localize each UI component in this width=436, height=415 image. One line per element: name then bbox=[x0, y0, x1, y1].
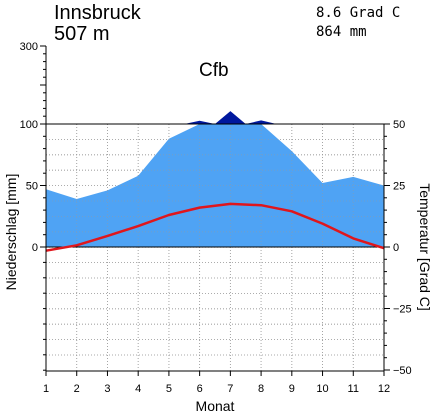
x-tick-label: 6 bbox=[197, 383, 203, 395]
x-tick-label: 8 bbox=[258, 383, 264, 395]
right-axis-title: Temperatur [Grad C] bbox=[417, 183, 433, 311]
left-axis-title: Niederschlag [mm] bbox=[3, 174, 19, 291]
x-tick-label: 11 bbox=[348, 383, 359, 395]
station-elevation: 507 m bbox=[54, 23, 110, 45]
x-tick-label: 3 bbox=[104, 383, 110, 395]
x-tick-label: 10 bbox=[316, 383, 328, 395]
right-tick-label: 0 bbox=[393, 242, 399, 254]
mean-temperature: 8.6 Grad C bbox=[316, 5, 400, 21]
x-tick-label: 12 bbox=[378, 383, 390, 395]
x-tick-label: 2 bbox=[74, 383, 80, 395]
x-tick-label: 9 bbox=[289, 383, 295, 395]
axes bbox=[40, 45, 390, 376]
left-tick-label: 300 bbox=[20, 41, 38, 53]
x-tick-label: 4 bbox=[135, 383, 141, 395]
precipitation-excess-area bbox=[184, 111, 277, 124]
station-name: Innsbruck bbox=[54, 2, 142, 24]
x-axis-title: Monat bbox=[196, 398, 235, 414]
left-tick-label: 50 bbox=[26, 181, 38, 193]
right-tick-label: −25 bbox=[393, 304, 412, 316]
right-tick-label: 25 bbox=[393, 181, 405, 193]
right-tick-label: 50 bbox=[393, 119, 405, 131]
annual-precipitation: 864 mm bbox=[316, 24, 367, 40]
x-tick-label: 7 bbox=[227, 383, 233, 395]
x-tick-label: 5 bbox=[166, 383, 172, 395]
right-tick-label: −50 bbox=[393, 365, 412, 377]
x-tick-label: 1 bbox=[43, 383, 49, 395]
climate-class: Cfb bbox=[199, 60, 229, 81]
left-tick-label: 100 bbox=[20, 119, 38, 131]
left-tick-label: 0 bbox=[32, 242, 38, 254]
temperature-line bbox=[45, 202, 385, 252]
